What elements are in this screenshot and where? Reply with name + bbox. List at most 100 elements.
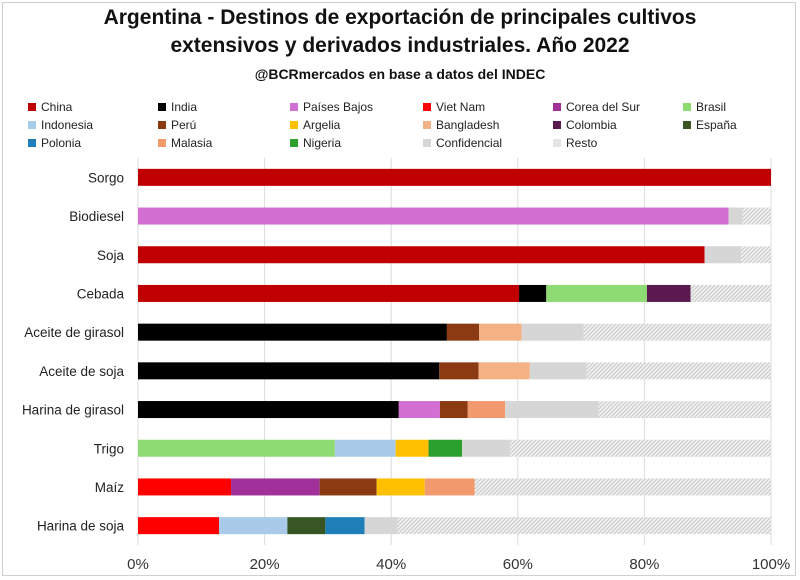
- legend-swatch: [28, 121, 36, 129]
- legend-swatch: [290, 139, 298, 147]
- x-tick-label: 0%: [127, 556, 149, 573]
- legend-swatch: [290, 103, 298, 111]
- legend-label: Bangladesh: [436, 118, 500, 132]
- legend-item-paises-bajos: Países Bajos: [290, 100, 373, 114]
- legend-item-nigeria: Nigeria: [290, 136, 341, 150]
- legend-swatch: [683, 121, 691, 129]
- legend-swatch: [683, 103, 691, 111]
- x-tick-label: 100%: [752, 556, 790, 573]
- bar-aceite-de-girasol-confidencial: [521, 323, 584, 341]
- legend-label: Perú: [171, 118, 197, 132]
- bar-aceite-de-soja-resto: [586, 362, 771, 380]
- bar-maiz-peru: [319, 478, 377, 496]
- legend-label: Colombia: [566, 118, 617, 132]
- legend-swatch: [28, 139, 36, 147]
- bar-trigo-resto: [510, 439, 771, 457]
- bar-aceite-de-soja-india: [138, 362, 440, 380]
- category-label-sorgo: Sorgo: [88, 170, 124, 185]
- legend-item-confidencial: Confidencial: [423, 136, 502, 150]
- bar-cebada-brasil: [546, 284, 647, 302]
- bar-cebada-resto: [690, 284, 771, 302]
- bar-harina-de-soja-viet-nam: [138, 517, 220, 535]
- legend-item-colombia: Colombia: [553, 118, 617, 132]
- legend-item-brasil: Brasil: [683, 100, 726, 114]
- legend-label: Polonia: [41, 136, 82, 150]
- category-label-cebada: Cebada: [77, 286, 125, 301]
- chart-subtitle: @BCRmercados en base a datos del INDEC: [254, 66, 546, 82]
- bar-aceite-de-girasol-resto: [583, 323, 771, 341]
- legend-label: España: [696, 118, 737, 132]
- legend-item-bangladesh: Bangladesh: [423, 118, 499, 132]
- bar-aceite-de-soja-confidencial: [529, 362, 587, 380]
- bar-aceite-de-girasol-india: [138, 323, 447, 341]
- legend-label: India: [171, 100, 198, 114]
- category-label-aceite-de-soja: Aceite de soja: [39, 364, 124, 379]
- legend-item-indonesia: Indonesia: [28, 118, 93, 132]
- bar-soja-resto: [741, 246, 771, 264]
- x-tick-label: 80%: [629, 556, 659, 573]
- legend-label: Argelia: [303, 118, 341, 132]
- bar-maiz-corea-del-sur: [231, 478, 320, 496]
- bar-trigo-argelia: [395, 439, 429, 457]
- legend-swatch: [553, 121, 561, 129]
- bar-maiz-viet-nam: [138, 478, 232, 496]
- bar-aceite-de-girasol-bangladesh: [479, 323, 522, 341]
- legend-item-polonia: Polonia: [28, 136, 81, 150]
- bar-harina-de-girasol-confidencial: [505, 401, 599, 419]
- chart-title-line-1: Argentina - Destinos de exportación de p…: [103, 6, 697, 29]
- bar-biodiesel-confidencial: [728, 207, 743, 225]
- legend-item-espana: España: [683, 118, 737, 132]
- bar-harina-de-girasol-malasia: [467, 401, 506, 419]
- bar-aceite-de-girasol-peru: [446, 323, 480, 341]
- bar-harina-de-soja-resto: [397, 517, 771, 535]
- bar-biodiesel-resto: [742, 207, 771, 225]
- legend-item-argelia: Argelia: [290, 118, 340, 132]
- bar-aceite-de-soja-bangladesh: [478, 362, 530, 380]
- legend-swatch: [553, 103, 561, 111]
- bar-soja-confidencial: [704, 246, 742, 264]
- bar-harina-de-soja-espana: [287, 517, 326, 535]
- x-tick-label: 40%: [376, 556, 406, 573]
- category-label-aceite-de-girasol: Aceite de girasol: [24, 325, 124, 340]
- category-label-trigo: Trigo: [94, 441, 124, 456]
- chart-title-line-2: extensivos y derivados industriales. Año…: [170, 34, 630, 57]
- legend-label: China: [41, 100, 73, 114]
- bar-harina-de-girasol-peru: [439, 401, 468, 419]
- category-label-harina-de-girasol: Harina de girasol: [22, 403, 124, 418]
- bar-sorgo-china: [138, 168, 771, 186]
- bar-biodiesel-paises-bajos: [138, 207, 729, 225]
- legend-item-peru: Perú: [158, 118, 196, 132]
- category-label-harina-de-soja: Harina de soja: [37, 519, 125, 534]
- legend-item-malasia: Malasia: [158, 136, 212, 150]
- legend-swatch: [423, 103, 431, 111]
- legend-swatch: [290, 121, 298, 129]
- legend-item-india: India: [158, 100, 197, 114]
- bar-trigo-confidencial: [462, 439, 511, 457]
- x-tick-label: 20%: [250, 556, 280, 573]
- category-label-soja: Soja: [97, 248, 125, 263]
- legend-label: Resto: [566, 136, 598, 150]
- legend-label: Brasil: [696, 100, 727, 114]
- category-label-biodiesel: Biodiesel: [69, 209, 124, 224]
- bar-maiz-malasia: [424, 478, 475, 496]
- bar-cebada-india: [519, 284, 547, 302]
- legend-swatch: [158, 139, 166, 147]
- legend-label: Viet Nam: [436, 100, 486, 114]
- legend-label: Países Bajos: [303, 100, 374, 114]
- bar-cebada-colombia: [646, 284, 691, 302]
- bar-harina-de-soja-confidencial: [364, 517, 398, 535]
- category-label-maiz: Maíz: [95, 480, 125, 495]
- bar-harina-de-girasol-paises-bajos: [398, 401, 440, 419]
- legend-swatch: [423, 121, 431, 129]
- bar-maiz-resto: [474, 478, 771, 496]
- legend-item-china: China: [28, 100, 72, 114]
- legend-swatch: [158, 103, 166, 111]
- bar-soja-china: [138, 246, 705, 264]
- bar-harina-de-soja-polonia: [325, 517, 365, 535]
- legend-swatch: [28, 103, 36, 111]
- bar-trigo-indonesia: [334, 439, 396, 457]
- legend-label: Nigeria: [303, 136, 342, 150]
- bar-harina-de-soja-indonesia: [219, 517, 288, 535]
